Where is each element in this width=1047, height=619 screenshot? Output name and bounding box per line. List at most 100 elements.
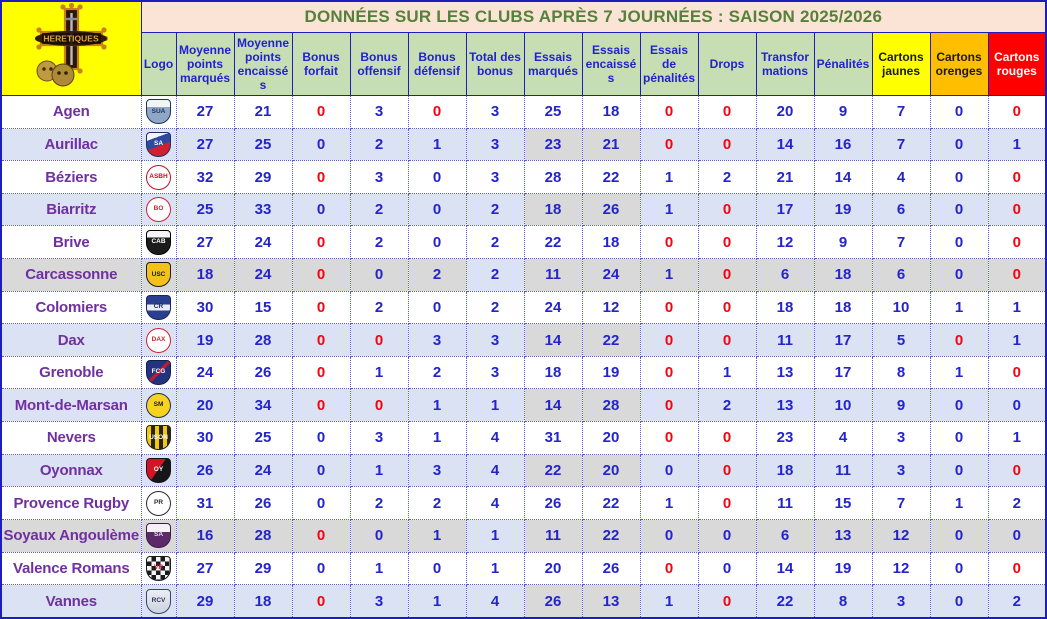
club-name-cell: Vannes	[0, 584, 142, 619]
stat-cell: 2	[407, 258, 467, 292]
stat-cell: 14	[813, 160, 873, 194]
stat-cell: 1	[639, 192, 699, 227]
stat-cell: 0	[291, 551, 351, 586]
stat-cell: 0	[291, 584, 351, 619]
stat-cell: 23	[523, 127, 583, 162]
stat-cell: 0	[987, 160, 1047, 194]
stat-cell: 2	[987, 584, 1047, 619]
stat-cell: 0	[987, 518, 1047, 553]
stat-cell: 0	[349, 388, 409, 423]
club-logo-cell: USON	[140, 421, 177, 455]
stat-cell: 26	[233, 355, 293, 390]
club-name-cell: Béziers	[0, 160, 142, 194]
stat-cell: 0	[697, 584, 757, 619]
stat-cell: 24	[233, 258, 293, 292]
club-logo-icon: VR	[146, 555, 171, 581]
column-header: Cartons orenges	[929, 32, 989, 96]
stat-cell: 0	[291, 290, 351, 325]
stat-cell: 0	[639, 355, 699, 390]
stat-cell: 0	[639, 127, 699, 162]
stat-cell: 0	[639, 388, 699, 423]
stat-cell: 28	[233, 518, 293, 553]
stat-cell: 2	[465, 192, 525, 227]
stat-cell: 1	[987, 421, 1047, 455]
stat-cell: 2	[407, 486, 467, 520]
stat-cell: 11	[813, 453, 873, 488]
club-logo-cell: RCV	[140, 584, 177, 619]
stat-cell: 4	[871, 160, 931, 194]
club-logo-icon: USC	[146, 262, 171, 288]
stat-cell: 2	[349, 486, 409, 520]
stat-cell: 20	[581, 453, 641, 488]
stat-cell: 0	[639, 551, 699, 586]
club-name-cell: Dax	[0, 323, 142, 357]
stat-cell: 24	[233, 453, 293, 488]
stat-cell: 25	[233, 421, 293, 455]
club-name-cell: Agen	[0, 95, 142, 129]
club-logo-icon: DAX	[146, 327, 171, 353]
stat-cell: 2	[465, 225, 525, 260]
stat-cell: 1	[465, 388, 525, 423]
column-header: Logo	[140, 32, 177, 96]
stat-cell: 0	[929, 225, 989, 260]
stat-cell: 0	[291, 160, 351, 194]
column-header: Transformations	[755, 32, 815, 96]
stat-cell: 0	[639, 95, 699, 129]
column-header: Bonus forfait	[291, 32, 351, 96]
stat-cell: 0	[929, 127, 989, 162]
stat-cell: 1	[987, 323, 1047, 357]
stat-cell: 0	[291, 388, 351, 423]
stat-cell: 0	[929, 551, 989, 586]
stat-cell: 11	[755, 486, 815, 520]
stat-cell: 0	[929, 160, 989, 194]
stat-cell: 1	[639, 258, 699, 292]
stat-cell: 22	[581, 160, 641, 194]
stat-cell: 0	[987, 355, 1047, 390]
stat-cell: 33	[233, 192, 293, 227]
stat-cell: 21	[581, 127, 641, 162]
club-logo-icon: SA	[146, 523, 171, 549]
stat-cell: 6	[871, 258, 931, 292]
stat-cell: 3	[465, 95, 525, 129]
stat-cell: 12	[755, 225, 815, 260]
stat-cell: 0	[639, 290, 699, 325]
stat-cell: 28	[233, 323, 293, 357]
stat-cell: 3	[465, 323, 525, 357]
club-row: Aurillac SA 27 25 0 2 1 3 23 21 0 0 14 16 7 0 1	[0, 127, 1047, 162]
stat-cell: 25	[523, 95, 583, 129]
club-logo-icon: BO	[146, 197, 171, 223]
page-title: DONNÉES SUR LES CLUBS APRÈS 7 JOURNÉES :…	[140, 0, 1047, 33]
stat-cell: 1	[639, 584, 699, 619]
stat-cell: 0	[987, 95, 1047, 129]
stat-cell: 6	[755, 258, 815, 292]
club-logo-cell: PR	[140, 486, 177, 520]
stat-cell: 16	[175, 518, 235, 553]
stat-cell: 0	[929, 388, 989, 423]
stat-cell: 22	[581, 486, 641, 520]
stat-cell: 4	[465, 453, 525, 488]
stat-cell: 22	[523, 225, 583, 260]
stat-cell: 0	[987, 388, 1047, 423]
club-logo-cell: DAX	[140, 323, 177, 357]
club-name-cell: Aurillac	[0, 127, 142, 162]
club-name-cell: Provence Rugby	[0, 486, 142, 520]
stat-cell: 0	[407, 95, 467, 129]
stat-cell: 17	[813, 355, 873, 390]
column-header: Cartons jaunes	[871, 32, 931, 96]
stat-cell: 0	[291, 518, 351, 553]
club-logo-cell: CAB	[140, 225, 177, 260]
stat-cell: 0	[929, 518, 989, 553]
stat-cell: 31	[523, 421, 583, 455]
stat-cell: 21	[755, 160, 815, 194]
stat-cell: 26	[581, 192, 641, 227]
stat-cell: 4	[465, 421, 525, 455]
stat-cell: 0	[929, 453, 989, 488]
club-name-cell: Grenoble	[0, 355, 142, 390]
column-header: Drops	[697, 32, 757, 96]
stat-cell: 18	[755, 290, 815, 325]
stat-cell: 20	[581, 421, 641, 455]
stat-cell: 0	[639, 225, 699, 260]
stat-cell: 0	[697, 258, 757, 292]
stat-cell: 1	[407, 518, 467, 553]
